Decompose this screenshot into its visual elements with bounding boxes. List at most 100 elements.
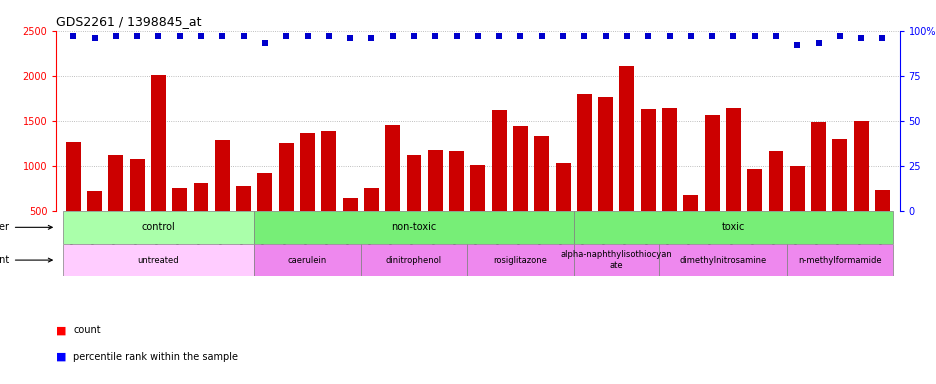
Bar: [853, 121, 868, 256]
Text: dinitrophenol: dinitrophenol: [386, 256, 442, 265]
Point: [236, 33, 251, 39]
Point: [278, 33, 293, 39]
Bar: [658, 244, 786, 276]
Point: [428, 33, 443, 39]
Point: [725, 33, 740, 39]
Bar: [555, 163, 570, 256]
Point: [789, 42, 804, 48]
Text: n-methylformamide: n-methylformamide: [797, 256, 881, 265]
Text: rosiglitazone: rosiglitazone: [493, 256, 547, 265]
Bar: [257, 173, 272, 256]
Text: untreated: untreated: [138, 256, 179, 265]
Text: toxic: toxic: [721, 222, 744, 232]
Bar: [279, 143, 293, 256]
Point: [129, 33, 144, 39]
Bar: [662, 108, 676, 256]
Text: other: other: [0, 222, 52, 232]
Bar: [87, 191, 102, 256]
Bar: [786, 244, 892, 276]
Bar: [254, 211, 573, 244]
Point: [87, 35, 102, 41]
Point: [619, 33, 634, 39]
Point: [300, 33, 314, 39]
Point: [597, 33, 612, 39]
Bar: [254, 244, 360, 276]
Bar: [573, 211, 892, 244]
Text: control: control: [141, 222, 175, 232]
Text: non-toxic: non-toxic: [391, 222, 436, 232]
Point: [831, 33, 846, 39]
Bar: [194, 183, 208, 256]
Bar: [811, 122, 826, 256]
Bar: [236, 186, 251, 256]
Bar: [491, 110, 506, 256]
Point: [214, 33, 229, 39]
Bar: [640, 109, 655, 256]
Text: agent: agent: [0, 255, 52, 265]
Bar: [448, 151, 463, 256]
Bar: [704, 116, 719, 256]
Bar: [63, 244, 254, 276]
Bar: [151, 75, 166, 256]
Point: [853, 35, 868, 41]
Point: [448, 33, 463, 39]
Point: [555, 33, 570, 39]
Bar: [467, 244, 573, 276]
Text: ■: ■: [56, 325, 70, 335]
Bar: [619, 66, 634, 256]
Bar: [768, 151, 782, 256]
Bar: [597, 98, 612, 256]
Point: [811, 40, 826, 46]
Point: [172, 33, 187, 39]
Text: GDS2261 / 1398845_at: GDS2261 / 1398845_at: [56, 15, 201, 28]
Bar: [363, 189, 378, 256]
Bar: [343, 198, 358, 256]
Bar: [874, 190, 889, 256]
Bar: [214, 140, 229, 256]
Bar: [831, 139, 846, 256]
Bar: [360, 244, 467, 276]
Bar: [573, 244, 658, 276]
Point: [151, 33, 166, 39]
Bar: [577, 94, 592, 256]
Bar: [66, 142, 80, 256]
Point: [704, 33, 719, 39]
Bar: [725, 108, 740, 256]
Bar: [129, 159, 144, 256]
Point: [470, 33, 485, 39]
Text: caerulein: caerulein: [287, 256, 327, 265]
Point: [406, 33, 421, 39]
Text: count: count: [73, 325, 100, 335]
Bar: [789, 166, 804, 256]
Point: [109, 33, 124, 39]
Point: [874, 35, 889, 41]
Bar: [385, 125, 400, 256]
Bar: [172, 187, 187, 256]
Point: [363, 35, 378, 41]
Point: [257, 40, 272, 46]
Point: [194, 33, 209, 39]
Bar: [747, 169, 761, 256]
Bar: [63, 211, 254, 244]
Point: [768, 33, 782, 39]
Point: [534, 33, 548, 39]
Point: [662, 33, 677, 39]
Text: dimethylnitrosamine: dimethylnitrosamine: [679, 256, 766, 265]
Bar: [321, 131, 336, 256]
Point: [577, 33, 592, 39]
Bar: [534, 136, 548, 256]
Point: [682, 33, 697, 39]
Point: [343, 35, 358, 41]
Text: ■: ■: [56, 352, 70, 362]
Bar: [513, 126, 527, 256]
Point: [491, 33, 506, 39]
Bar: [406, 155, 421, 256]
Point: [385, 33, 400, 39]
Point: [512, 33, 527, 39]
Point: [746, 33, 761, 39]
Bar: [682, 195, 697, 256]
Bar: [109, 155, 124, 256]
Bar: [470, 165, 485, 256]
Text: percentile rank within the sample: percentile rank within the sample: [73, 352, 238, 362]
Point: [640, 33, 655, 39]
